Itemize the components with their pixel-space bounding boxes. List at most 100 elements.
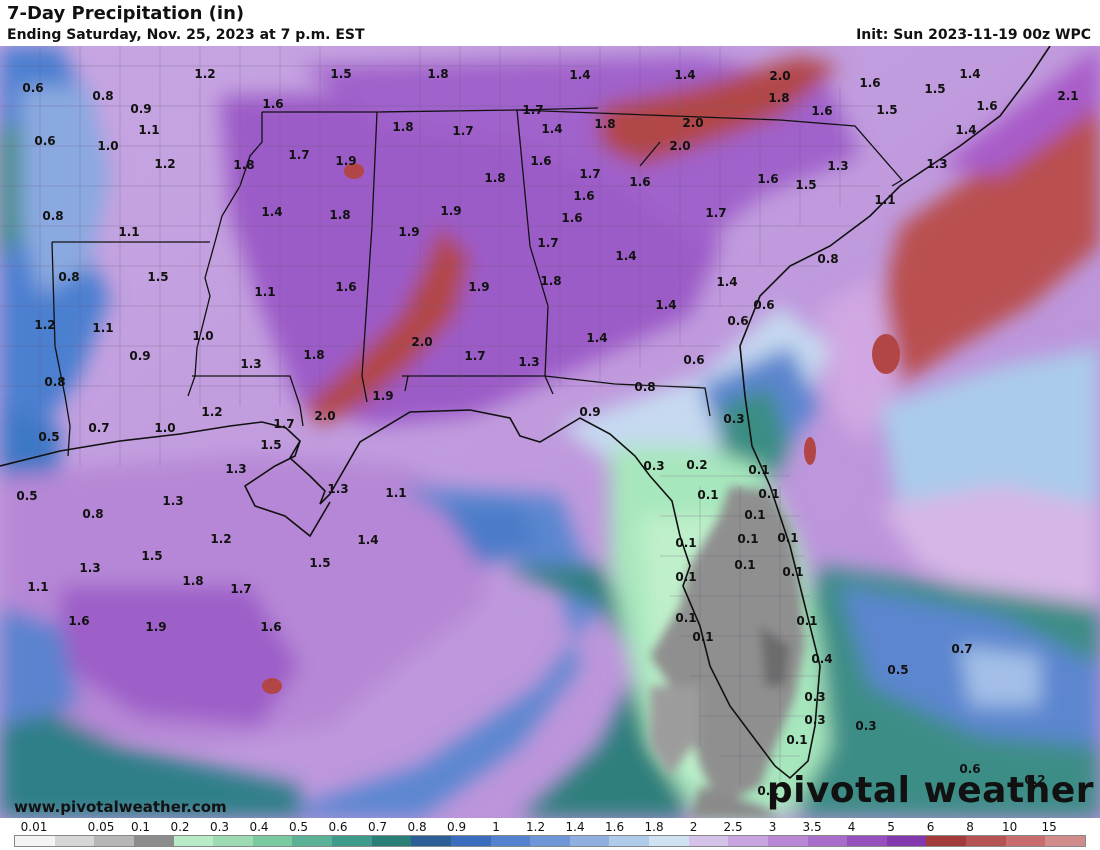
precip-value-label: 1.8	[768, 91, 789, 105]
precip-value-label: 2.1	[1057, 89, 1078, 103]
precip-value-label: 0.1	[675, 536, 696, 550]
legend-tick: 0.2	[170, 820, 190, 834]
legend-tick: 0.8	[407, 820, 427, 834]
precip-value-label: 0.3	[643, 459, 664, 473]
precip-value-label: 1.4	[655, 298, 676, 312]
legend-tick: 4	[847, 820, 856, 834]
precip-value-label: 1.5	[876, 103, 897, 117]
legend-tick: 0.01	[20, 820, 48, 834]
map-title: 7-Day Precipitation (in)	[7, 3, 245, 24]
precip-value-label: 0.5	[38, 430, 59, 444]
legend-swatch	[94, 836, 134, 846]
legend-swatch	[807, 836, 848, 846]
precip-value-label: 0.8	[58, 270, 79, 284]
precip-value-label: 1.5	[924, 82, 945, 96]
legend-tick: 1.4	[565, 820, 585, 834]
gray-low-precip	[650, 486, 805, 818]
precip-value-label: 0.1	[734, 558, 755, 572]
legend-swatch	[411, 836, 451, 846]
precip-value-label: 1.6	[530, 154, 551, 168]
precip-value-label: 1.3	[926, 157, 947, 171]
legend-swatch	[15, 836, 55, 846]
precip-value-label: 1.1	[254, 285, 275, 299]
precip-value-label: 0.1	[697, 488, 718, 502]
precip-value-label: 1.7	[522, 103, 543, 117]
precip-value-label: 1.8	[427, 67, 448, 81]
precip-value-label: 0.1	[675, 570, 696, 584]
precip-value-label: 1.7	[452, 124, 473, 138]
precip-value-label: 1.3	[240, 357, 261, 371]
precip-value-label: 1.6	[629, 175, 650, 189]
precip-value-label: 0.1	[744, 508, 765, 522]
color-legend: 0.01 0.05 0.1 0.2 0.3 0.4 0.5 0.6 0.7 0.8 0.9 1 1.2 1…	[0, 818, 1100, 850]
precip-value-label: 1.3	[827, 159, 848, 173]
legend-tick: 3	[768, 820, 777, 834]
precip-value-label: 1.0	[192, 329, 213, 343]
legend-swatch	[252, 836, 293, 846]
precip-value-label: 0.8	[82, 507, 103, 521]
precip-value-label: 0.9	[129, 349, 150, 363]
precip-value-label: 0.9	[130, 102, 151, 116]
precip-value-label: 1.3	[518, 355, 539, 369]
precip-value-label: 1.8	[329, 208, 350, 222]
legend-swatch	[926, 836, 966, 846]
precip-value-label: 0.6	[753, 298, 774, 312]
precip-value-label: 2.0	[411, 335, 432, 349]
precip-value-label: 1.4	[586, 331, 607, 345]
precip-value-label: 1.4	[959, 67, 980, 81]
precip-value-label: 1.2	[210, 532, 231, 546]
legend-tick: 3.5	[802, 820, 822, 834]
precip-value-label: 1.1	[92, 321, 113, 335]
legend-tick: 1.6	[605, 820, 625, 834]
state-borders	[51, 107, 903, 457]
legend-tick: 0.9	[447, 820, 467, 834]
legend-swatch	[173, 836, 214, 846]
precip-value-label: 0.4	[811, 652, 832, 666]
precip-value-label: 2.0	[682, 116, 703, 130]
precip-value-label: 1.8	[233, 158, 254, 172]
precip-value-label: 1.4	[357, 533, 378, 547]
precip-value-label: 1.4	[569, 68, 590, 82]
legend-tick: 0.4	[249, 820, 269, 834]
precip-value-label: 0.8	[44, 375, 65, 389]
legend-tick: 2.5	[723, 820, 743, 834]
precip-value-label: 1.0	[154, 421, 175, 435]
legend-tick: 1.8	[644, 820, 664, 834]
legend-swatch	[1045, 836, 1085, 846]
header: 7-Day Precipitation (in) Ending Saturday…	[0, 0, 1100, 46]
legend-tick: 0.6	[328, 820, 348, 834]
precip-value-label: 1.4	[261, 205, 282, 219]
precip-value-label: 1.6	[859, 76, 880, 90]
precip-value-label: 0.1	[692, 630, 713, 644]
legend-tick: 0.3	[209, 820, 230, 834]
precip-value-label: 0.2	[686, 458, 707, 472]
precip-value-label: 0.1	[757, 784, 778, 798]
precip-value-label: 0.5	[887, 663, 908, 677]
brand-logo: pivotal weather	[766, 770, 1094, 811]
county-lines	[0, 46, 880, 786]
legend-swatch	[767, 836, 808, 846]
precip-value-label: 1.5	[309, 556, 330, 570]
precip-value-label: 0.8	[42, 209, 63, 223]
precip-value-label: 1.3	[162, 494, 183, 508]
map-subtitle: Ending Saturday, Nov. 25, 2023 at 7 p.m.…	[7, 27, 365, 43]
legend-swatch	[966, 836, 1006, 846]
legend-swatch	[1005, 836, 1046, 846]
precip-value-label: 0.6	[959, 762, 980, 776]
precip-value-label: 1.9	[440, 204, 461, 218]
legend-swatch	[54, 836, 95, 846]
precip-value-label: 1.4	[716, 275, 737, 289]
legend-tick: 0.05	[87, 820, 115, 834]
precip-value-label: 1.6	[262, 97, 283, 111]
precip-value-label: 1.6	[260, 620, 281, 634]
legend-tick: 6	[926, 820, 935, 834]
precip-value-label: 1.1	[874, 193, 895, 207]
precip-value-label: 1.3	[79, 561, 100, 575]
precip-value-label: 1.4	[674, 68, 695, 82]
legend-swatch	[450, 836, 491, 846]
precip-value-label: 1.7	[579, 167, 600, 181]
precip-value-label: 0.1	[777, 531, 798, 545]
precip-value-label: 1.9	[398, 225, 419, 239]
legend-swatch	[490, 836, 531, 846]
precip-value-label: 0.6	[727, 314, 748, 328]
